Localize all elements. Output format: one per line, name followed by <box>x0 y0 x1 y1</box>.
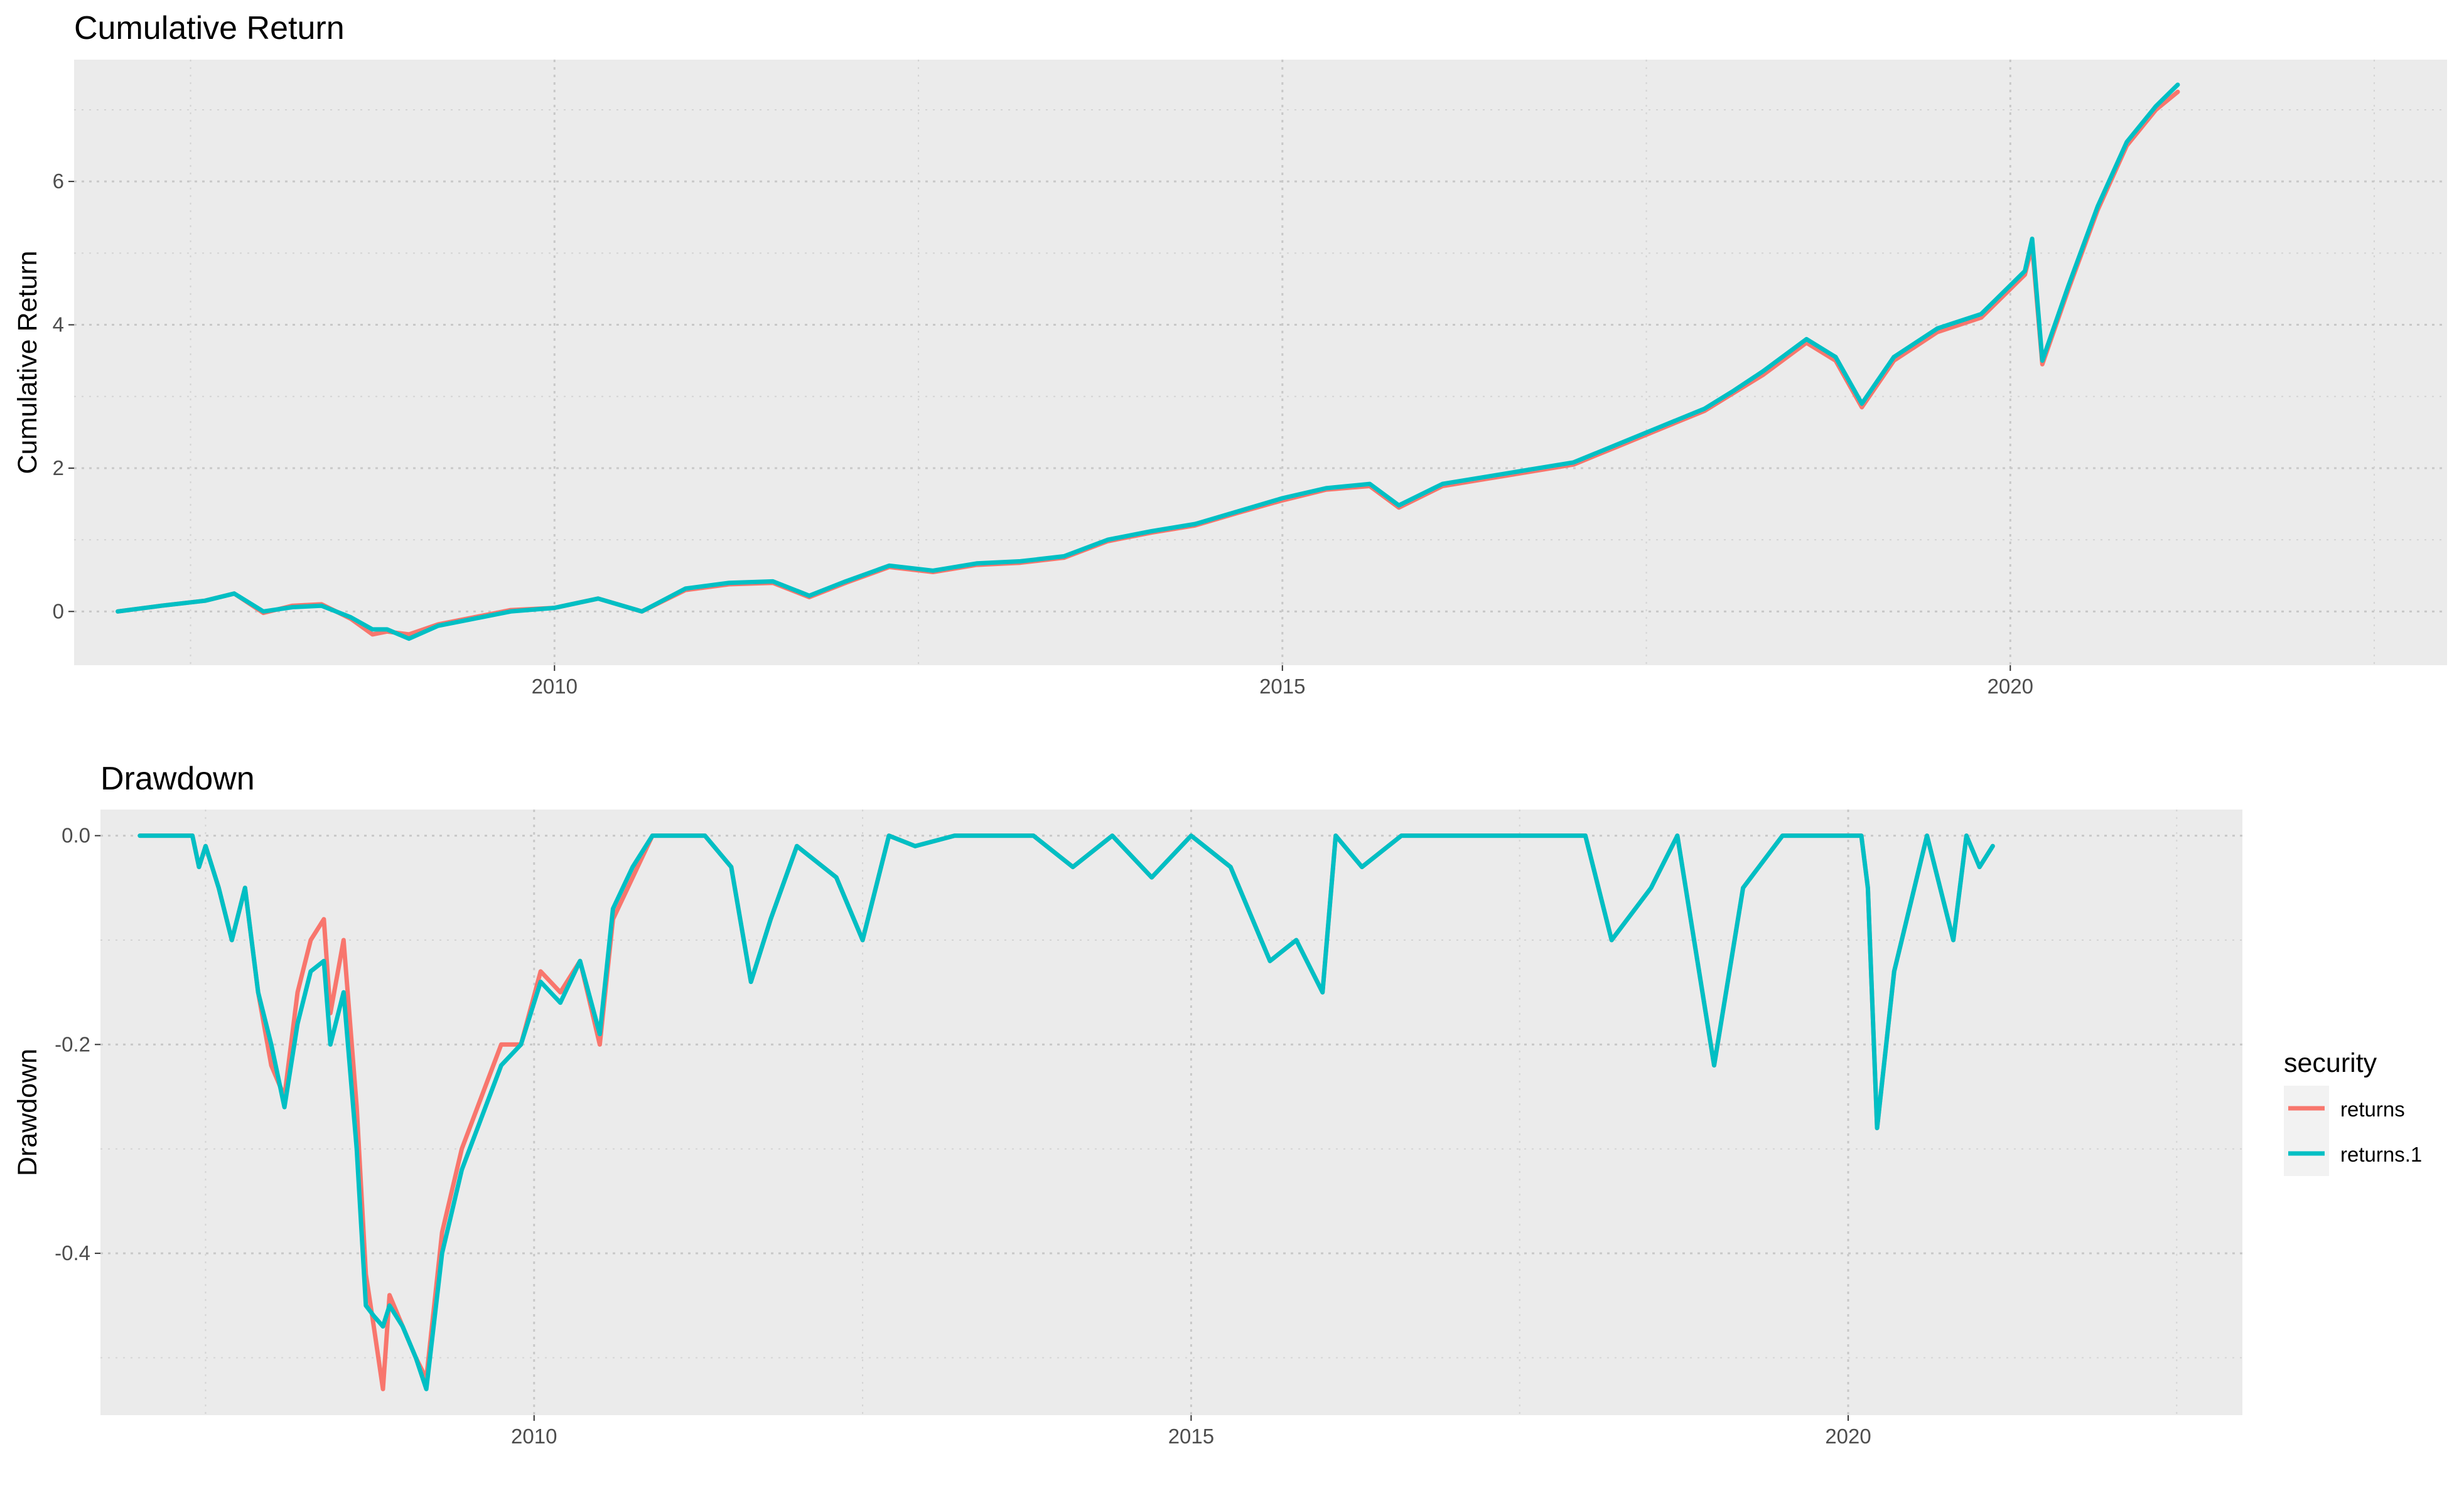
x-axis-cumulative: 2010 2015 2020 <box>532 665 2033 698</box>
y-axis-drawdown: 0.0 -0.2 -0.4 <box>55 824 100 1265</box>
drawdown-panel: Drawdown 0.0 -0.2 -0.4 2010 2015 2020 Drawdo… <box>13 761 2242 1448</box>
x-tick-label: 2020 <box>1988 675 2033 698</box>
cumulative-return-panel: Cumulative Return 0 2 4 6 2010 2015 2020 Cumu… <box>13 10 2447 698</box>
y-axis-title-cumulative: Cumulative Return <box>13 250 43 474</box>
legend-item-returns-1: returns.1 <box>2284 1131 2422 1176</box>
x-axis-drawdown: 2010 2015 2020 <box>511 1415 1871 1448</box>
legend-title: security <box>2284 1048 2377 1078</box>
legend: security returns returns.1 <box>2284 1048 2422 1176</box>
y-axis-cumulative: 0 2 4 6 <box>53 169 74 623</box>
y-tick-label: 4 <box>53 313 64 336</box>
y-tick-label: -0.2 <box>55 1032 90 1056</box>
gridlines-cumulative <box>74 60 2447 665</box>
x-tick-label: 2015 <box>1168 1425 1214 1448</box>
y-tick-label: -0.4 <box>55 1241 90 1265</box>
x-tick-label: 2010 <box>532 675 578 698</box>
y-tick-label: 6 <box>53 169 64 193</box>
series-lines-drawdown <box>137 833 1995 1391</box>
series-line-returns-1 <box>116 82 2180 641</box>
x-tick-label: 2020 <box>1825 1425 1871 1448</box>
y-tick-label: 0 <box>53 599 64 623</box>
plot-background-drawdown <box>100 810 2242 1415</box>
y-tick-label: 2 <box>53 456 64 479</box>
legend-label-returns-1: returns.1 <box>2340 1143 2422 1166</box>
chart-title-cumulative-return: Cumulative Return <box>74 10 345 46</box>
legend-label-returns: returns <box>2340 1098 2405 1121</box>
x-tick-label: 2010 <box>511 1425 557 1448</box>
y-tick-label: 0.0 <box>62 824 90 847</box>
legend-item-returns: returns <box>2284 1086 2405 1131</box>
series-lines-cumulative <box>116 82 2180 641</box>
chart-title-drawdown: Drawdown <box>100 761 255 797</box>
x-tick-label: 2015 <box>1259 675 1305 698</box>
series-line-returns-1 <box>137 833 1995 1391</box>
y-axis-title-drawdown: Drawdown <box>13 1049 43 1176</box>
gridlines-drawdown <box>100 810 2242 1415</box>
plot-background-cumulative <box>74 60 2447 665</box>
